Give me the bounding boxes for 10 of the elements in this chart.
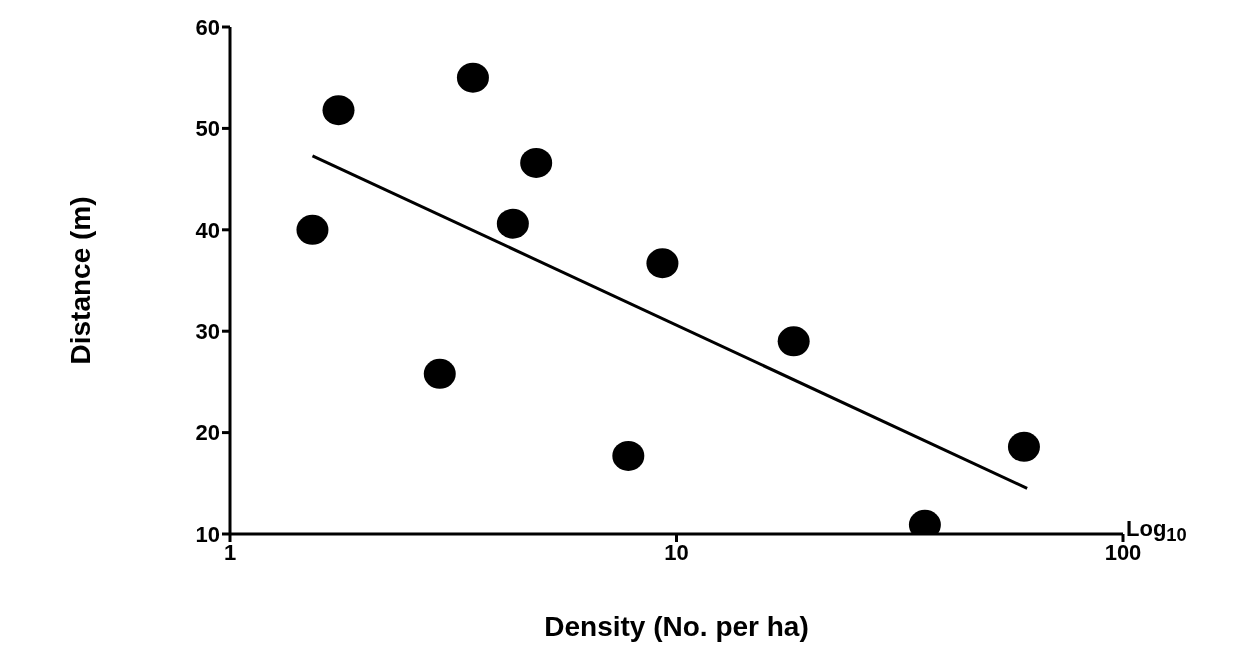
x-axis-title: Density (No. per ha) xyxy=(544,611,809,642)
y-tick-label: 50 xyxy=(195,116,220,142)
y-tick-label: 10 xyxy=(195,521,220,547)
y-tick-label: 30 xyxy=(195,319,220,345)
y-tick-label: 40 xyxy=(195,217,220,243)
x-tick-label: 1 xyxy=(223,539,237,565)
y-axis-title: Distance (m) xyxy=(64,196,96,365)
x-tick-label: 10 xyxy=(664,539,689,565)
y-tick-label: 60 xyxy=(195,14,220,40)
y-tick-label: 20 xyxy=(195,420,220,446)
